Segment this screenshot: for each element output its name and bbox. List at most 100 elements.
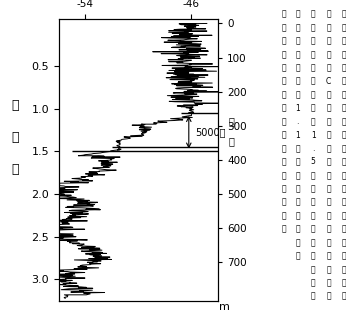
Text: い: い (326, 104, 331, 113)
Text: て: て (281, 90, 286, 99)
Text: っ: っ (295, 63, 300, 72)
Text: 図: 図 (342, 10, 346, 19)
Text: 1: 1 (295, 131, 300, 140)
Text: ル: ル (311, 104, 316, 113)
Text: か: か (342, 171, 346, 180)
Text: 温: 温 (342, 252, 346, 260)
Text: 前: 前 (295, 171, 300, 180)
Text: の: の (281, 10, 286, 19)
Text: 年: 年 (12, 131, 19, 144)
Text: m: m (219, 302, 230, 312)
Text: 1: 1 (311, 131, 316, 140)
Text: イ: イ (311, 90, 316, 99)
Text: 定: 定 (326, 225, 331, 234)
Text: グ: グ (342, 157, 346, 166)
Text: 年: 年 (295, 157, 300, 166)
Text: 囲: 囲 (281, 211, 286, 220)
Text: 度: 度 (311, 265, 316, 274)
Text: コ: コ (326, 171, 331, 180)
Text: ン: ン (342, 144, 346, 153)
Text: さ: さ (228, 136, 234, 146)
Text: が: が (295, 50, 300, 59)
Text: ４: ４ (342, 23, 346, 32)
Text: ー: ー (326, 50, 331, 59)
Text: ァ: ァ (311, 77, 316, 86)
Text: .: . (297, 117, 299, 126)
Text: 成: 成 (311, 23, 316, 32)
Text: が: が (311, 278, 316, 287)
Text: の: の (342, 104, 346, 113)
Text: 南: 南 (326, 10, 331, 19)
Text: た: た (342, 225, 346, 234)
Text: 矢: 矢 (281, 157, 286, 166)
Text: の: の (326, 157, 331, 166)
Text: 上: 上 (342, 278, 346, 287)
Text: 1: 1 (295, 104, 300, 113)
Text: 前: 前 (311, 198, 316, 207)
Text: 場: 場 (326, 131, 331, 140)
Text: 年: 年 (311, 184, 316, 193)
Text: 酸: 酸 (326, 238, 331, 247)
Text: の: の (281, 184, 286, 193)
Text: 深: 深 (228, 116, 234, 127)
Text: し: し (281, 77, 286, 86)
Text: う: う (326, 117, 331, 126)
Text: ド: ド (326, 36, 331, 45)
Text: 万: 万 (311, 171, 316, 180)
Text: 度: 度 (281, 36, 286, 45)
Text: 範: 範 (281, 198, 286, 207)
Text: と: と (326, 90, 331, 99)
Text: 現: 現 (295, 238, 300, 247)
Text: 判: 判 (342, 198, 346, 207)
Text: に: に (295, 23, 300, 32)
Text: 。: 。 (311, 117, 316, 126)
Text: の: の (326, 198, 331, 207)
Text: て: て (295, 77, 300, 86)
Text: 氷: 氷 (342, 90, 346, 99)
Text: 印: 印 (281, 171, 286, 180)
Text: 温: 温 (311, 252, 316, 260)
Text: 、: 、 (295, 90, 300, 99)
Text: の: の (342, 265, 346, 274)
Text: （: （ (281, 144, 286, 153)
Text: フ: フ (311, 63, 316, 72)
Text: ぼ: ぼ (295, 225, 300, 234)
Text: ロ: ロ (311, 50, 316, 59)
Text: 前: 前 (12, 163, 19, 176)
Text: ド: ド (342, 117, 346, 126)
Text: 極: 極 (342, 63, 346, 72)
Text: 南: 南 (342, 50, 346, 59)
Text: 5: 5 (311, 157, 316, 166)
Text: 劇: 劇 (311, 292, 316, 301)
Text: に: に (281, 50, 286, 59)
Text: 昇: 昇 (342, 292, 346, 301)
Text: 、: 、 (311, 238, 316, 247)
Text: 温: 温 (281, 23, 286, 32)
Text: 位: 位 (326, 278, 331, 287)
Text: リ: リ (342, 131, 346, 140)
Text: 気: 気 (342, 238, 346, 247)
Text: は: は (295, 198, 300, 207)
Text: ム: ム (326, 63, 331, 72)
Text: 5000年: 5000年 (195, 127, 226, 137)
Text: 組: 組 (311, 10, 316, 19)
Text: い: い (281, 104, 286, 113)
Text: の: の (342, 77, 346, 86)
Text: ほ: ほ (295, 211, 300, 220)
Text: 同: 同 (326, 265, 331, 274)
Text: か: か (311, 211, 316, 220)
Text: 在: 在 (295, 252, 300, 260)
Text: C: C (326, 77, 331, 86)
Text: 万: 万 (295, 144, 300, 153)
Text: 万: 万 (12, 99, 19, 112)
Text: 的: 的 (295, 10, 300, 19)
Text: ら: ら (342, 184, 346, 193)
Text: 達: 達 (281, 63, 286, 72)
Text: っ: っ (342, 211, 346, 220)
Text: 上: 上 (295, 36, 300, 45)
Text: 体: 体 (326, 292, 331, 301)
Text: 。: 。 (281, 131, 286, 140)
Text: に: に (295, 184, 300, 193)
Text: ア: ア (326, 184, 331, 193)
Text: 所: 所 (326, 144, 331, 153)
